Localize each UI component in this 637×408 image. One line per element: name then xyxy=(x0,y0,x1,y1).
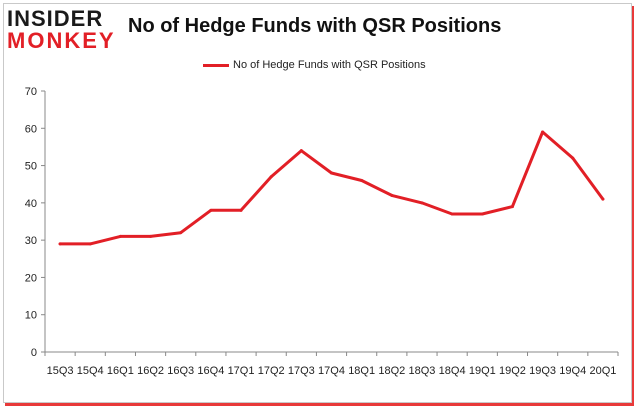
insider-monkey-logo: INSIDER MONKEY xyxy=(7,6,119,53)
x-tick-label: 19Q1 xyxy=(469,365,496,377)
x-tick-label: 19Q4 xyxy=(559,365,586,377)
data-point xyxy=(510,205,514,209)
x-tick-label: 18Q3 xyxy=(409,365,436,377)
data-point xyxy=(179,231,183,235)
x-tick-label: 17Q3 xyxy=(288,365,315,377)
data-point xyxy=(601,197,605,201)
logo-text-top: INSIDER xyxy=(7,6,104,31)
data-point xyxy=(299,149,303,153)
x-tick-label: 17Q1 xyxy=(228,365,255,377)
x-tick-label: 16Q3 xyxy=(167,365,194,377)
y-tick-label: 20 xyxy=(25,272,37,284)
y-tick-label: 30 xyxy=(25,235,37,247)
data-point xyxy=(541,130,545,134)
y-tick-label: 50 xyxy=(25,161,37,173)
data-point xyxy=(149,234,153,238)
y-tick-label: 40 xyxy=(25,198,37,210)
data-point xyxy=(571,156,575,160)
logo-text-bottom: MONKEY xyxy=(7,28,116,53)
chart-legend: No of Hedge Funds with QSR Positions xyxy=(203,57,426,73)
data-point xyxy=(480,212,484,216)
legend-swatch-series-1 xyxy=(203,63,229,67)
data-point xyxy=(269,175,273,179)
data-point xyxy=(390,193,394,197)
x-tick-label: 18Q1 xyxy=(348,365,375,377)
data-point xyxy=(360,178,364,182)
x-tick-label: 17Q4 xyxy=(318,365,345,377)
x-tick-label: 15Q3 xyxy=(47,365,74,377)
data-point xyxy=(58,242,62,246)
x-tick-label: 16Q4 xyxy=(197,365,224,377)
data-point xyxy=(420,201,424,205)
x-tick-label: 16Q1 xyxy=(107,365,134,377)
chart-title: No of Hedge Funds with QSR Positions xyxy=(128,15,502,37)
data-point xyxy=(118,234,122,238)
y-tick-label: 70 xyxy=(25,86,37,98)
x-tick-label: 18Q2 xyxy=(378,365,405,377)
data-point xyxy=(450,212,454,216)
x-tick-label: 16Q2 xyxy=(137,365,164,377)
chart-frame xyxy=(3,3,632,403)
legend-label-series-1: No of Hedge Funds with QSR Positions xyxy=(233,59,426,71)
data-point xyxy=(239,208,243,212)
x-tick-label: 15Q4 xyxy=(77,365,104,377)
data-point xyxy=(88,242,92,246)
data-point xyxy=(330,171,333,175)
x-tick-label: 20Q1 xyxy=(589,365,616,377)
data-point xyxy=(209,208,213,212)
x-tick-label: 17Q2 xyxy=(258,365,285,377)
y-tick-label: 0 xyxy=(31,347,37,359)
x-tick-label: 18Q4 xyxy=(439,365,466,377)
x-tick-label: 19Q3 xyxy=(529,365,556,377)
series-line-1 xyxy=(58,130,605,246)
y-tick-label: 10 xyxy=(25,310,37,322)
y-tick-label: 60 xyxy=(25,123,37,135)
x-tick-label: 19Q2 xyxy=(499,365,526,377)
